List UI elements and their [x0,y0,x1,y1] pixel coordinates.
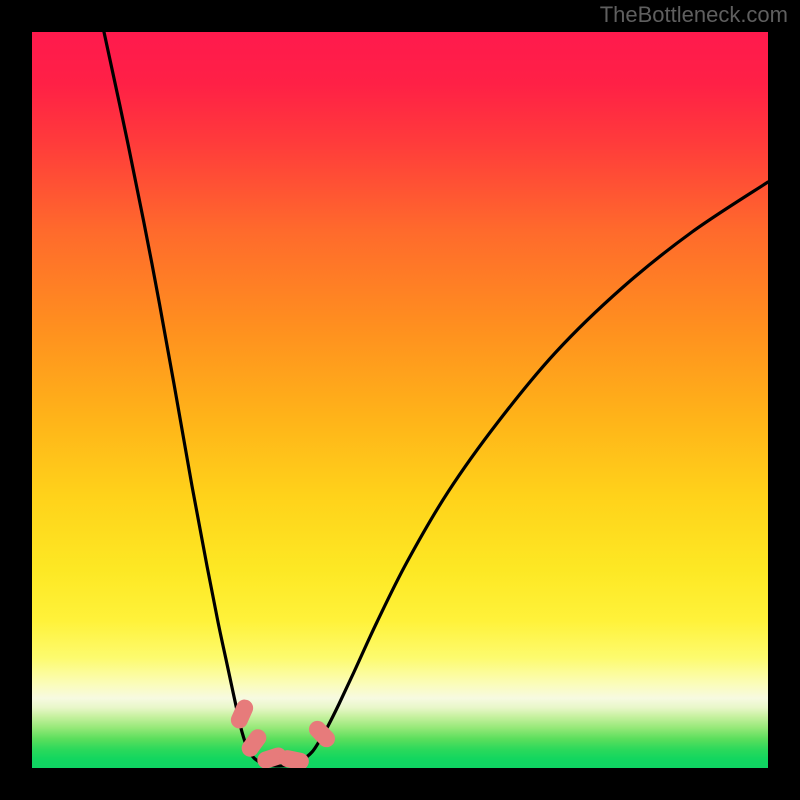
chart-frame: TheBottleneck.com [0,0,800,800]
marker-cap [228,697,256,731]
bottleneck-curve [104,32,768,766]
plot-area [32,32,768,768]
curve-layer [32,32,768,768]
watermark-text: TheBottleneck.com [600,2,788,28]
markers-group [228,697,338,768]
marker-cap [305,717,338,750]
